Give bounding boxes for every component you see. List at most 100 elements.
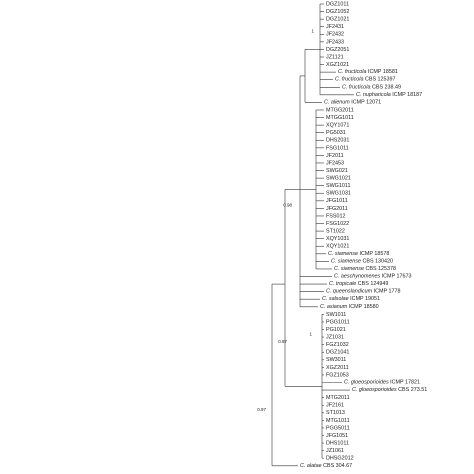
leaf-label: XQY1021 (326, 244, 349, 250)
species-name: C. tropicale (329, 282, 358, 288)
species-name: C. asianum (320, 304, 349, 310)
strain-name: ICMP 12071 (351, 100, 381, 106)
species-name: C. siamense (334, 266, 365, 272)
leaf-label: C. siamense ICMP 18578 (328, 251, 389, 257)
leaf-label: C. siamense CBS 130420 (331, 259, 393, 265)
leaf-label: C. tropicale CBS 124949 (329, 282, 388, 288)
species-name: C. siamense (331, 259, 362, 265)
leaf-label: SW3011 (326, 357, 346, 363)
leaf-label: JF2432 (326, 32, 344, 38)
leaf-label: JZ1031 (326, 335, 344, 341)
leaf-label: SWG021 (326, 168, 348, 174)
leaf-label: ST1013 (326, 410, 345, 416)
leaf-label: FSG1022 (326, 221, 349, 227)
leaf-label: PGG1011 (326, 319, 350, 325)
leaf-label: C. gloeosporioides CBS 273.51 (352, 387, 427, 393)
strain-name: ICMP 18187 (392, 92, 422, 98)
leaf-label: PG5031 (326, 130, 346, 136)
strain-name: ICMP 19051 (350, 297, 380, 303)
leaf-label: MTGG2011 (326, 107, 354, 113)
leaf-label: DGZ1041 (326, 350, 349, 356)
strain-name: CBS 273.51 (398, 387, 427, 393)
species-name: C. salsolae (322, 297, 350, 303)
leaf-label: JF2453 (326, 160, 344, 166)
support-value: 0.97 (257, 407, 266, 412)
leaf-label: C. alatae CBS 304.67 (300, 463, 352, 469)
leaf-label: XGZ1021 (326, 62, 349, 68)
leaf-label: DGZ1021 (326, 17, 349, 23)
leaf-label: DGZ2051 (326, 47, 349, 53)
strain-name: CBS 130420 (362, 259, 393, 265)
strain-name: ICMP 18581 (368, 70, 398, 76)
leaf-label: DGZ1011 (326, 1, 349, 7)
leaf-label: JFG1011 (326, 198, 348, 204)
strain-name: CBS 125378 (365, 266, 396, 272)
support-value: 0.98 (283, 203, 292, 208)
leaf-label: DGZ1052 (326, 9, 349, 15)
species-name: C. fructicola (335, 77, 365, 83)
leaf-label: PG1021 (326, 327, 346, 333)
leaf-label: SW1011 (326, 312, 346, 318)
species-name: C. siamense (328, 251, 359, 257)
leaf-label: C. alienum ICMP 12071 (324, 100, 381, 106)
leaf-label: FGZ1032 (326, 342, 349, 348)
leaf-label: ST1022 (326, 229, 345, 235)
species-name: C. alienum (324, 100, 351, 106)
support-value: 1 (311, 28, 314, 33)
species-name: C. fructicola (338, 70, 368, 76)
species-name: C. aeschynomenes (334, 274, 382, 280)
leaf-label: C. siamense CBS 125378 (334, 266, 396, 272)
support-value: 0.87 (278, 339, 287, 344)
leaf-label: C. aeschynomenes ICMP 17673 (334, 274, 412, 280)
species-name: C. queenslandicum (326, 289, 374, 295)
leaf-label: MTG1011 (326, 418, 350, 424)
strain-name: CBS 238.49 (372, 85, 401, 91)
leaf-label: JZ1121 (326, 54, 344, 60)
strain-name: ICMP 1778 (374, 289, 401, 295)
leaf-label: SWG1011 (326, 183, 350, 189)
leaf-label: DHSG2012 (326, 456, 354, 462)
leaf-label: JF2011 (326, 153, 344, 159)
species-name: C. nupharicola (356, 92, 392, 98)
strain-name: ICMP 17821 (390, 380, 420, 386)
support-value: 1 (309, 331, 312, 336)
strain-name: ICMP 18580 (349, 304, 379, 310)
strain-name: ICMP 18578 (359, 251, 389, 257)
species-name: C. gloeosporioides (352, 387, 398, 393)
species-name: C. gloeosporioides (344, 380, 390, 386)
leaf-label: C. fructicola CBS 125397 (335, 77, 396, 83)
leaf-label: C. salsolae ICMP 19051 (322, 297, 380, 303)
leaf-label: XQY1071 (326, 123, 349, 129)
strain-name: ICMP 17673 (382, 274, 412, 280)
leaf-label: FSS012 (326, 213, 345, 219)
leaf-label: C. fructicola ICMP 18581 (338, 70, 398, 76)
leaf-label: FSG1011 (326, 145, 349, 151)
species-name: C. fructicola (342, 85, 372, 91)
leaf-label: C. gloeosporioides ICMP 17821 (344, 380, 420, 386)
leaf-label: JF2433 (326, 39, 344, 45)
species-name: C. alatae (300, 463, 323, 469)
leaf-label: JFG1051 (326, 433, 348, 439)
leaf-label: C. fructicola CBS 238.49 (342, 85, 401, 91)
leaf-label: C. nupharicola ICMP 18187 (356, 92, 422, 98)
leaf-label: SWG1021 (326, 176, 351, 182)
strain-name: CBS 124949 (358, 282, 389, 288)
leaf-label: XGZ2011 (326, 365, 349, 371)
leaf-label: JF2431 (326, 24, 344, 30)
leaf-label: XQY1031 (326, 236, 349, 242)
leaf-label: MTGG1011 (326, 115, 354, 121)
leaf-label: JFG2011 (326, 206, 348, 212)
strain-name: CBS 304.67 (323, 463, 352, 469)
leaf-label: SWG1031 (326, 191, 351, 197)
leaf-label: DHS2031 (326, 138, 349, 144)
leaf-label: JZ1061 (326, 448, 344, 454)
leaf-label: C. asianum ICMP 18580 (320, 304, 379, 310)
leaf-label: JF2161 (326, 403, 344, 409)
leaf-label: FGZ1053 (326, 372, 349, 378)
strain-name: CBS 125397 (365, 77, 396, 83)
leaf-label: MTG2011 (326, 395, 350, 401)
leaf-label: PGG5011 (326, 425, 350, 431)
leaf-label: DHS1011 (326, 440, 349, 446)
leaf-label: C. queenslandicum ICMP 1778 (326, 289, 401, 295)
